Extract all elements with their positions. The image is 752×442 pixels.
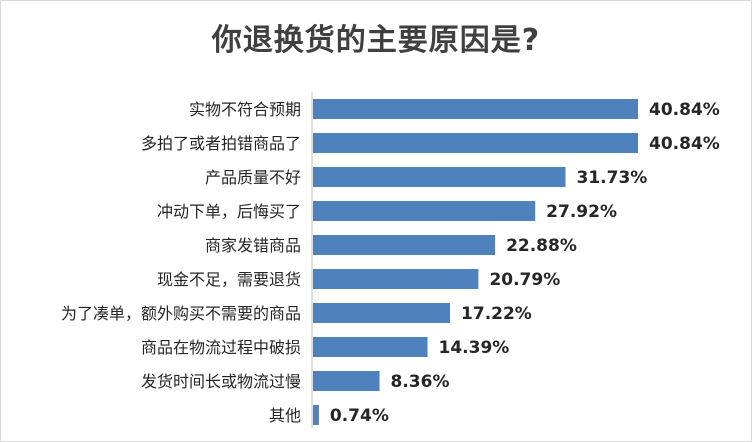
bars-layer: 实物不符合预期 40.84% 多拍了或者拍错商品了 40.84% 产品质量不好 31.73… <box>61 99 720 426</box>
chart-title: 你退换货的主要原因是? <box>211 23 541 58</box>
data-label: 20.79% <box>489 270 560 290</box>
category-label: 多拍了或者拍错商品了 <box>141 134 301 153</box>
bar <box>313 405 319 425</box>
category-label: 其他 <box>269 406 301 425</box>
data-label: 8.36% <box>391 372 450 392</box>
data-label: 27.92% <box>546 202 617 222</box>
data-label: 31.73% <box>577 168 648 188</box>
category-label: 商家发错商品 <box>205 236 301 255</box>
category-label: 发货时间长或物流过慢 <box>141 372 301 391</box>
bar <box>313 167 566 187</box>
category-label: 商品在物流过程中破损 <box>141 338 301 357</box>
category-label: 为了凑单，额外购买不需要的商品 <box>61 304 301 323</box>
category-label: 现金不足，需要退货 <box>157 270 301 289</box>
bar <box>313 201 536 221</box>
bar <box>313 99 638 119</box>
bar <box>313 235 496 255</box>
data-label: 0.74% <box>330 406 389 426</box>
bar <box>313 337 428 357</box>
data-label: 40.84% <box>649 134 720 154</box>
category-label: 实物不符合预期 <box>189 100 301 119</box>
data-label: 22.88% <box>506 236 577 256</box>
bar <box>313 269 479 289</box>
bar <box>313 303 451 323</box>
category-label: 产品质量不好 <box>205 168 301 187</box>
bar <box>313 133 638 153</box>
data-label: 17.22% <box>461 304 532 324</box>
data-label: 14.39% <box>439 338 510 358</box>
data-label: 40.84% <box>649 100 720 120</box>
category-label: 冲动下单，后悔买了 <box>157 202 301 221</box>
bar <box>313 371 380 391</box>
